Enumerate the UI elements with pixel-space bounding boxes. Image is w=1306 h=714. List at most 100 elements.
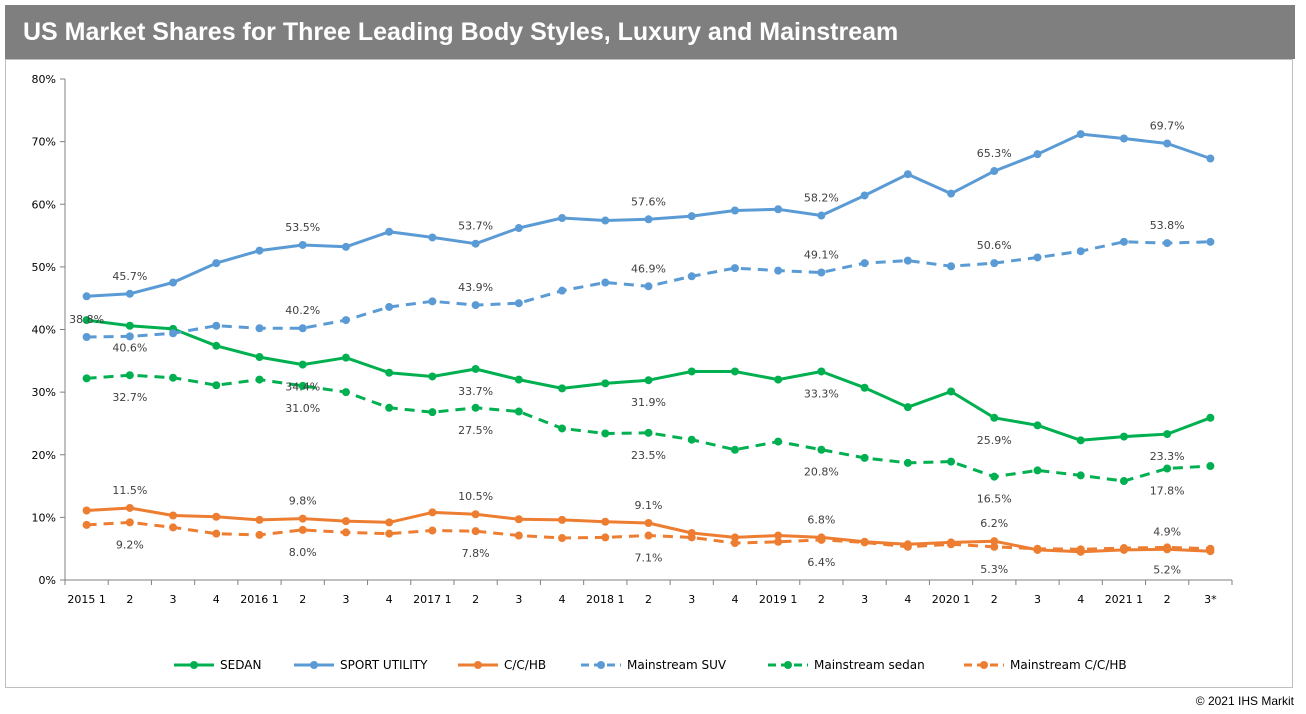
x-tick-label: 3 bbox=[861, 593, 868, 606]
data-point-sedan bbox=[817, 367, 826, 376]
data-point-sedan bbox=[471, 364, 480, 373]
data-point-c-c-hb bbox=[385, 518, 394, 527]
legend-label-sport-utility: SPORT UTILITY bbox=[340, 658, 428, 672]
data-point-sport-utility bbox=[125, 289, 134, 298]
data-label-sedan: 31.9% bbox=[631, 396, 666, 409]
data-point-sport-utility bbox=[514, 224, 523, 233]
title-bar: US Market Shares for Three Leading Body … bbox=[5, 5, 1295, 59]
data-label-mainstream-c-c-hb: 7.1% bbox=[635, 552, 663, 565]
data-point-mainstream-c-c-hb bbox=[169, 523, 178, 532]
data-point-sport-utility bbox=[644, 215, 653, 224]
x-tick-label: 2016 1 bbox=[240, 593, 279, 606]
data-point-mainstream-suv bbox=[687, 272, 696, 281]
data-label-mainstream-c-c-hb: 6.4% bbox=[807, 556, 835, 569]
data-point-mainstream-sedan bbox=[644, 428, 653, 437]
data-point-mainstream-sedan bbox=[341, 388, 350, 397]
data-point-mainstream-c-c-hb bbox=[687, 533, 696, 542]
data-point-mainstream-c-c-hb bbox=[1033, 544, 1042, 553]
data-point-sedan bbox=[255, 353, 264, 362]
data-label-mainstream-sedan: 31.0% bbox=[285, 402, 320, 415]
data-point-mainstream-suv bbox=[860, 259, 869, 268]
data-point-mainstream-sedan bbox=[385, 403, 394, 412]
data-label-sedan: 23.3% bbox=[1150, 450, 1185, 463]
data-point-sport-utility bbox=[903, 170, 912, 179]
x-tick-label: 4 bbox=[559, 593, 566, 606]
data-label-sport-utility: 69.7% bbox=[1150, 120, 1185, 133]
data-point-sport-utility bbox=[82, 292, 91, 301]
data-point-c-c-hb bbox=[125, 503, 134, 512]
data-point-mainstream-c-c-hb bbox=[730, 539, 739, 548]
data-point-mainstream-c-c-hb bbox=[1076, 545, 1085, 554]
x-tick-label: 4 bbox=[213, 593, 220, 606]
legend-marker-mainstream-c-c-hb bbox=[980, 661, 988, 669]
data-point-mainstream-sedan bbox=[990, 472, 999, 481]
data-point-sedan bbox=[1163, 430, 1172, 439]
line-chart: 0% 10% 20% 30% 40% 50% 60% 70% 80% 2015 1 2 3 4 2016 … bbox=[32, 73, 1233, 672]
data-point-sedan bbox=[385, 368, 394, 377]
data-point-mainstream-suv bbox=[298, 324, 307, 333]
y-tick-label: 80% bbox=[32, 73, 56, 86]
data-label-c-c-hb: 11.5% bbox=[112, 484, 147, 497]
data-point-sport-utility bbox=[730, 206, 739, 215]
data-label-mainstream-sedan: 20.8% bbox=[804, 466, 839, 479]
legend-label-mainstream-suv: Mainstream SUV bbox=[627, 658, 727, 672]
data-point-mainstream-suv bbox=[1076, 247, 1085, 256]
data-label-sedan: 33.7% bbox=[458, 385, 493, 398]
data-point-sedan bbox=[428, 372, 437, 381]
data-point-c-c-hb bbox=[255, 515, 264, 524]
data-point-mainstream-c-c-hb bbox=[125, 518, 134, 527]
data-point-sport-utility bbox=[428, 233, 437, 242]
x-tick-label: 2021 1 bbox=[1105, 593, 1144, 606]
chart-frame: 0% 10% 20% 30% 40% 50% 60% 70% 80% 2015 1 2 3 4 2016 … bbox=[5, 59, 1293, 688]
data-label-mainstream-sedan: 27.5% bbox=[458, 424, 493, 437]
x-tick-label: 4 bbox=[904, 593, 911, 606]
data-label-mainstream-suv: 50.6% bbox=[977, 239, 1012, 252]
data-point-sedan bbox=[1206, 413, 1215, 422]
data-point-mainstream-sedan bbox=[947, 457, 956, 466]
data-point-mainstream-sedan bbox=[1076, 471, 1085, 480]
data-point-c-c-hb bbox=[601, 517, 610, 526]
data-point-mainstream-c-c-hb bbox=[428, 526, 437, 535]
data-point-sedan bbox=[514, 375, 523, 384]
x-tick-label: 4 bbox=[386, 593, 393, 606]
data-label-sedan: 33.3% bbox=[804, 387, 839, 400]
data-label-mainstream-suv: 53.8% bbox=[1150, 219, 1185, 232]
copyright-text: © 2021 IHS Markit bbox=[1195, 694, 1294, 708]
data-point-mainstream-c-c-hb bbox=[903, 542, 912, 551]
data-point-mainstream-c-c-hb bbox=[514, 531, 523, 540]
data-point-mainstream-suv bbox=[1119, 237, 1128, 246]
data-label-mainstream-c-c-hb: 5.3% bbox=[980, 563, 1008, 576]
data-point-c-c-hb bbox=[471, 510, 480, 519]
data-point-c-c-hb bbox=[341, 517, 350, 526]
data-label-c-c-hb: 9.1% bbox=[635, 499, 663, 512]
x-tick-label: 3 bbox=[515, 593, 522, 606]
data-point-mainstream-suv bbox=[601, 278, 610, 287]
data-point-sedan bbox=[903, 403, 912, 412]
data-label-sport-utility: 57.6% bbox=[631, 195, 666, 208]
data-point-sport-utility bbox=[1076, 130, 1085, 139]
data-point-sport-utility bbox=[1033, 150, 1042, 159]
data-point-mainstream-sedan bbox=[169, 373, 178, 382]
data-point-mainstream-c-c-hb bbox=[558, 534, 567, 543]
data-label-c-c-hb: 10.5% bbox=[458, 490, 493, 503]
data-point-mainstream-sedan bbox=[428, 408, 437, 417]
data-point-sport-utility bbox=[255, 246, 264, 255]
data-point-sport-utility bbox=[341, 242, 350, 251]
y-tick-label: 0% bbox=[39, 574, 56, 587]
data-point-mainstream-sedan bbox=[774, 437, 783, 446]
x-tick-label: 2 bbox=[126, 593, 133, 606]
data-label-sport-utility: 45.7% bbox=[112, 270, 147, 283]
data-point-mainstream-c-c-hb bbox=[471, 527, 480, 536]
data-point-mainstream-c-c-hb bbox=[990, 542, 999, 551]
data-point-sedan bbox=[1033, 421, 1042, 430]
data-point-sedan bbox=[990, 413, 999, 422]
data-point-mainstream-c-c-hb bbox=[82, 520, 91, 529]
data-point-mainstream-suv bbox=[169, 329, 178, 338]
data-point-c-c-hb bbox=[774, 531, 783, 540]
x-tick-label: 2 bbox=[645, 593, 652, 606]
data-point-sedan bbox=[730, 367, 739, 376]
x-tick-label: 2017 1 bbox=[413, 593, 452, 606]
data-point-sedan bbox=[947, 387, 956, 396]
x-tick-label: 3 bbox=[688, 593, 695, 606]
data-point-mainstream-c-c-hb bbox=[774, 537, 783, 546]
